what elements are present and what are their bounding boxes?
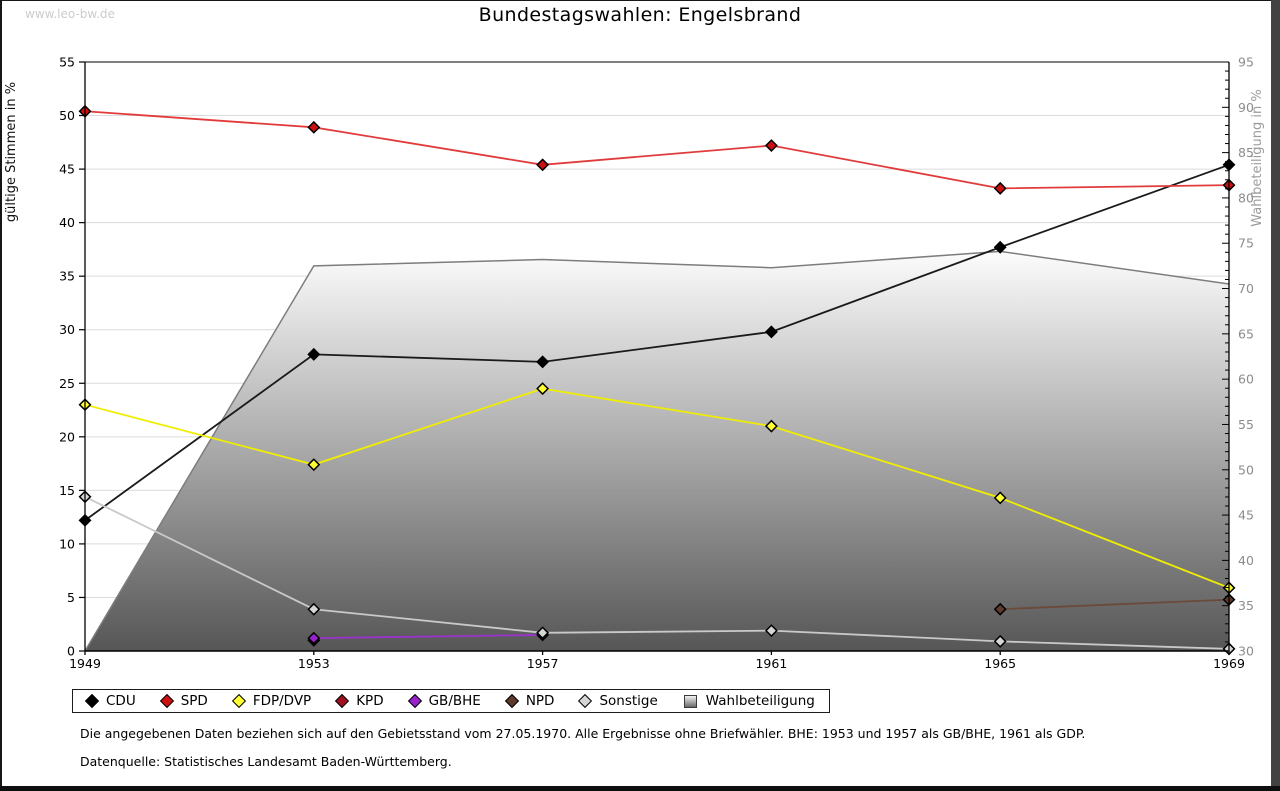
series-wahlbeteiligung-area: [84, 250, 1230, 652]
svg-text:25: 25: [59, 376, 75, 391]
footnote-gebietsstand: Die angegebenen Daten beziehen sich auf …: [80, 726, 1086, 741]
svg-text:1957: 1957: [527, 656, 559, 671]
frame-edge-bottom: [0, 786, 1280, 791]
svg-text:75: 75: [1238, 236, 1254, 251]
frame-edge-right: [1271, 0, 1280, 791]
frame-edge-left: [0, 0, 2, 791]
svg-text:80: 80: [1238, 190, 1254, 205]
svg-text:1953: 1953: [298, 656, 330, 671]
svg-text:1969: 1969: [1213, 656, 1245, 671]
legend-label-gb-bhe: GB/BHE: [428, 693, 481, 709]
svg-text:20: 20: [59, 429, 75, 444]
frame-edge-top: [0, 0, 1280, 1]
svg-text:55: 55: [59, 55, 75, 70]
election-chart: 0 5 10 15 20 25 30 35 40 45 50 55 30 35 40 45 50 55 60 65 70…: [4, 55, 1265, 672]
svg-text:60: 60: [1238, 372, 1254, 387]
svg-text:90: 90: [1238, 100, 1254, 115]
svg-text:55: 55: [1238, 417, 1254, 432]
svg-text:70: 70: [1238, 281, 1254, 296]
series-sonstige: [78, 490, 1236, 656]
legend-label-kpd: KPD: [356, 693, 384, 709]
legend-item-wahlbeteiligung: Wahlbeteiligung: [683, 693, 815, 709]
watermark: www.leo-bw.de: [25, 7, 115, 21]
svg-text:45: 45: [1238, 508, 1254, 523]
legend-item-spd: SPD: [159, 693, 208, 709]
legend-item-cdu: CDU: [84, 693, 136, 709]
legend-label-cdu: CDU: [106, 693, 136, 709]
legend-label-wahlbeteiligung: Wahlbeteiligung: [705, 693, 815, 709]
chart-legend: CDU SPD FDP/DVP KPD GB/BHE NPD Sonstige Wahlbet…: [72, 689, 830, 713]
legend-item-kpd: KPD: [335, 693, 384, 709]
svg-text:40: 40: [59, 215, 75, 230]
legend-swatch-kpd: [335, 693, 350, 709]
legend-swatch-wahlbeteiligung: [683, 694, 697, 708]
right-axis-title: Wahlbeteiligung in %: [1250, 89, 1265, 226]
legend-swatch-sonstige: [578, 693, 593, 709]
svg-text:50: 50: [1238, 462, 1254, 477]
svg-text:50: 50: [59, 108, 75, 123]
legend-label-npd: NPD: [525, 693, 555, 709]
svg-text:1961: 1961: [755, 656, 787, 671]
footnotes: Die angegebenen Daten beziehen sich auf …: [80, 726, 1085, 782]
page-title: Bundestagswahlen: Engelsbrand: [478, 4, 802, 26]
footnote-datenquelle: Datenquelle: Statistisches Landesamt Bad…: [80, 754, 452, 769]
svg-text:1949: 1949: [69, 656, 101, 671]
legend-item-npd: NPD: [504, 693, 555, 709]
legend-item-fdp-dvp: FDP/DVP: [231, 693, 312, 709]
legend-item-sonstige: Sonstige: [578, 693, 658, 709]
legend-swatch-npd: [504, 693, 519, 709]
legend-swatch-spd: [159, 693, 174, 709]
legend-item-gb-bhe: GB/BHE: [407, 693, 481, 709]
svg-text:30: 30: [59, 322, 75, 337]
axes: 0 5 10 15 20 25 30 35 40 45 50 55 30 35 40 45 50 55 60 65 70…: [4, 55, 1265, 672]
svg-text:10: 10: [59, 536, 75, 551]
svg-text:95: 95: [1238, 55, 1254, 70]
legend-swatch-fdp-dvp: [231, 693, 246, 709]
series-spd: [78, 104, 1236, 195]
left-axis-title: gültige Stimmen in %: [4, 82, 19, 222]
svg-text:30: 30: [1238, 644, 1254, 659]
svg-text:0: 0: [67, 644, 75, 659]
legend-swatch-cdu: [84, 693, 100, 709]
legend-label-sonstige: Sonstige: [599, 693, 658, 709]
svg-text:40: 40: [1238, 553, 1254, 568]
svg-text:5: 5: [67, 590, 75, 605]
svg-text:65: 65: [1238, 326, 1254, 341]
svg-text:15: 15: [59, 483, 75, 498]
svg-text:35: 35: [59, 269, 75, 284]
legend-label-spd: SPD: [180, 693, 208, 709]
legend-label-fdp-dvp: FDP/DVP: [252, 693, 312, 709]
svg-text:35: 35: [1238, 598, 1254, 613]
svg-text:1965: 1965: [984, 656, 1016, 671]
legend-swatch-gb-bhe: [407, 693, 422, 709]
svg-text:45: 45: [59, 162, 75, 177]
svg-text:85: 85: [1238, 145, 1254, 160]
